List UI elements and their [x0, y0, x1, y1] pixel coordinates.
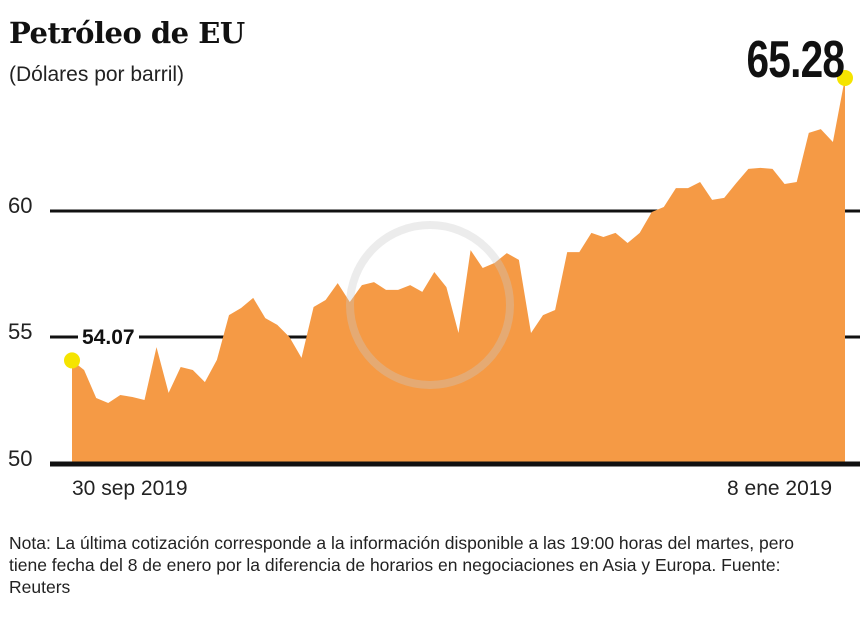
- chart-subtitle: (Dólares por barril): [9, 63, 185, 86]
- footnote: Nota: La última cotización corresponde a…: [9, 533, 795, 597]
- y-tick-55: 55: [8, 319, 33, 344]
- watermark-logo: [346, 221, 514, 389]
- end-marker: [837, 69, 853, 86]
- last-value-label: 65.28: [746, 31, 844, 89]
- first-value-label: 54.07: [78, 326, 139, 350]
- price-area: [72, 77, 845, 464]
- start-marker: [64, 352, 80, 369]
- chart-title: Petróleo de EU: [9, 16, 245, 50]
- x-tick-start: 30 sep 2019: [72, 477, 188, 500]
- y-tick-50: 50: [8, 446, 33, 471]
- y-tick-60: 60: [8, 193, 33, 218]
- x-tick-end: 8 ene 2019: [727, 477, 833, 500]
